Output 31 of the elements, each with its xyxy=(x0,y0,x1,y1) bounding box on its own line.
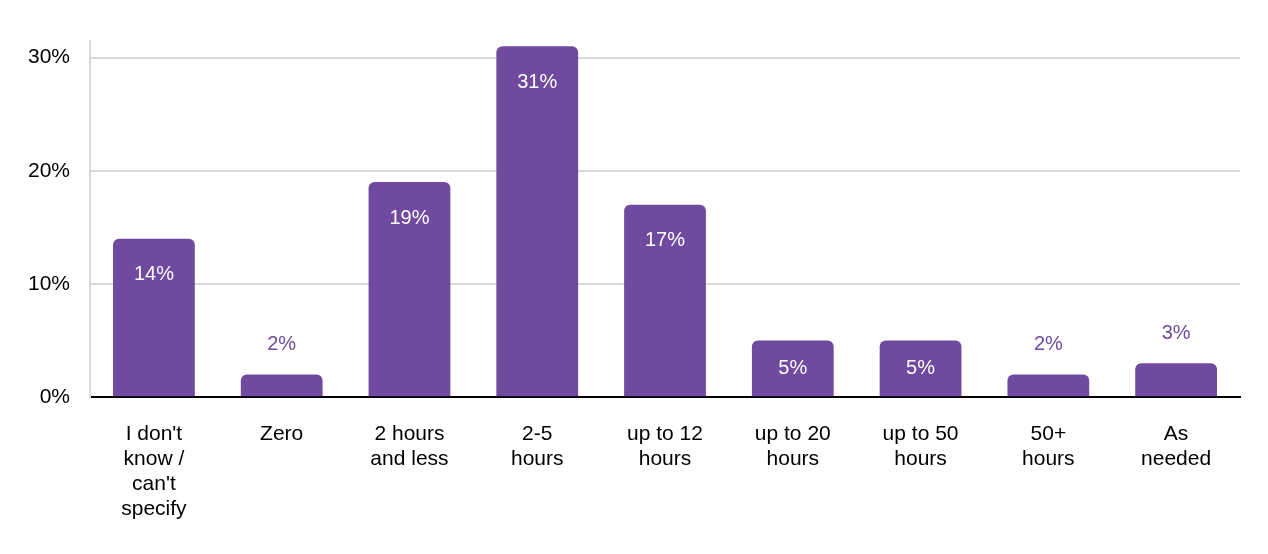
data-label: 31% xyxy=(517,69,558,92)
bar xyxy=(1007,374,1090,397)
y-tick-label: 20% xyxy=(28,157,71,181)
x-tick-label: I don't know / can't specify xyxy=(121,420,188,520)
bar xyxy=(1135,363,1217,397)
bar xyxy=(113,238,195,397)
bar xyxy=(751,340,834,397)
y-tick-label: 30% xyxy=(28,44,71,68)
data-label: 17% xyxy=(645,228,686,251)
x-tick-label: up to 50 hours xyxy=(882,420,959,469)
bar xyxy=(368,182,451,397)
x-tick-label: 2-5 hours xyxy=(510,420,564,469)
bar xyxy=(879,340,962,397)
data-label: 5% xyxy=(778,355,808,378)
x-tick-label: up to 12 hours xyxy=(627,420,703,469)
data-label: 19% xyxy=(389,205,430,228)
data-label: 14% xyxy=(133,262,175,285)
x-tick-label: 50+ hours xyxy=(1022,420,1075,469)
x-tick-label: Zero xyxy=(260,420,304,444)
bar xyxy=(240,374,323,397)
y-tick-label: 0% xyxy=(39,384,71,407)
data-label: 5% xyxy=(906,355,936,378)
x-tick-label: As needed xyxy=(1141,420,1212,469)
y-tick-label: 10% xyxy=(28,270,71,294)
bar xyxy=(624,204,706,397)
bar xyxy=(496,46,579,397)
data-label: 2% xyxy=(267,332,297,355)
data-label: 2% xyxy=(1033,332,1064,355)
x-tick-label: up to 20 hours xyxy=(754,420,831,469)
x-tick-label: 2 hours and less xyxy=(370,420,449,469)
data-label: 3% xyxy=(1161,320,1191,343)
